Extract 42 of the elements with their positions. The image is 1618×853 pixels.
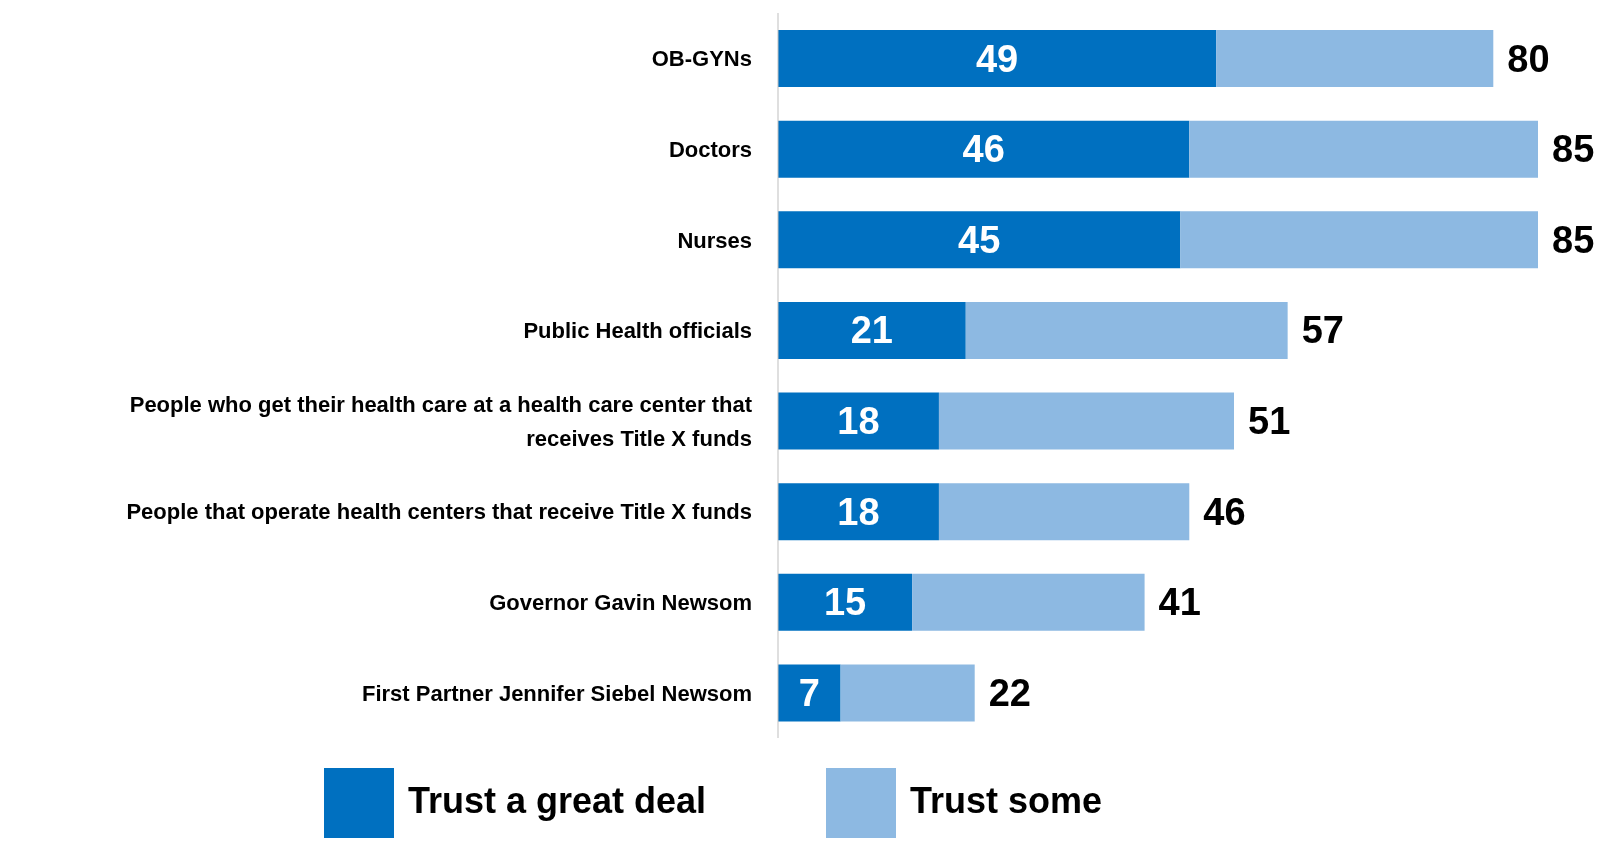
y-tick-label: Governor Gavin Newsom <box>489 589 752 615</box>
bar <box>938 483 1190 541</box>
total-label: 57 <box>1301 309 1344 352</box>
bar <box>965 301 1288 359</box>
bar <box>1180 211 1538 269</box>
data-label: 21 <box>850 309 894 352</box>
data-label: 49 <box>975 37 1019 80</box>
total-label: 80 <box>1507 37 1550 80</box>
total-label: 85 <box>1552 128 1595 171</box>
y-tick-label: Nurses <box>677 227 752 253</box>
data-label: 18 <box>837 400 880 442</box>
bar <box>1189 120 1538 178</box>
data-label: 15 <box>823 581 867 624</box>
total-label: 41 <box>1158 581 1201 624</box>
data-label: 46 <box>962 128 1005 171</box>
bar <box>840 664 975 722</box>
bar <box>778 301 966 359</box>
y-tick-label: People who get their health care at a health care center that receives Title X funds <box>129 391 753 451</box>
bar <box>938 392 1234 450</box>
bar <box>778 30 1217 87</box>
bar <box>778 483 939 541</box>
total-label: 22 <box>988 671 1031 714</box>
bar <box>778 120 1190 178</box>
total-label: 51 <box>1248 400 1291 442</box>
data-label: 7 <box>798 671 820 714</box>
total-label: 46 <box>1203 490 1246 533</box>
bar <box>1216 30 1494 87</box>
y-tick-label: Doctors <box>668 136 752 162</box>
bar <box>778 392 939 450</box>
y-tick-label: People that operate health centers that receive Title X funds <box>126 498 752 524</box>
data-label: 18 <box>837 490 880 533</box>
legend-label: Trust some <box>910 779 1103 821</box>
y-tick-label: OB-GYNs <box>651 45 752 71</box>
bar <box>778 664 841 722</box>
total-label: 85 <box>1552 218 1595 261</box>
data-label: 45 <box>958 218 1001 261</box>
legend-label: Trust a great deal <box>407 779 707 821</box>
bar <box>778 211 1181 269</box>
bar <box>912 573 1145 631</box>
y-tick-label: First Partner Jennifer Siebel Newsom <box>361 680 752 706</box>
bar <box>778 573 913 631</box>
y-tick-label: Public Health officials <box>523 317 752 343</box>
